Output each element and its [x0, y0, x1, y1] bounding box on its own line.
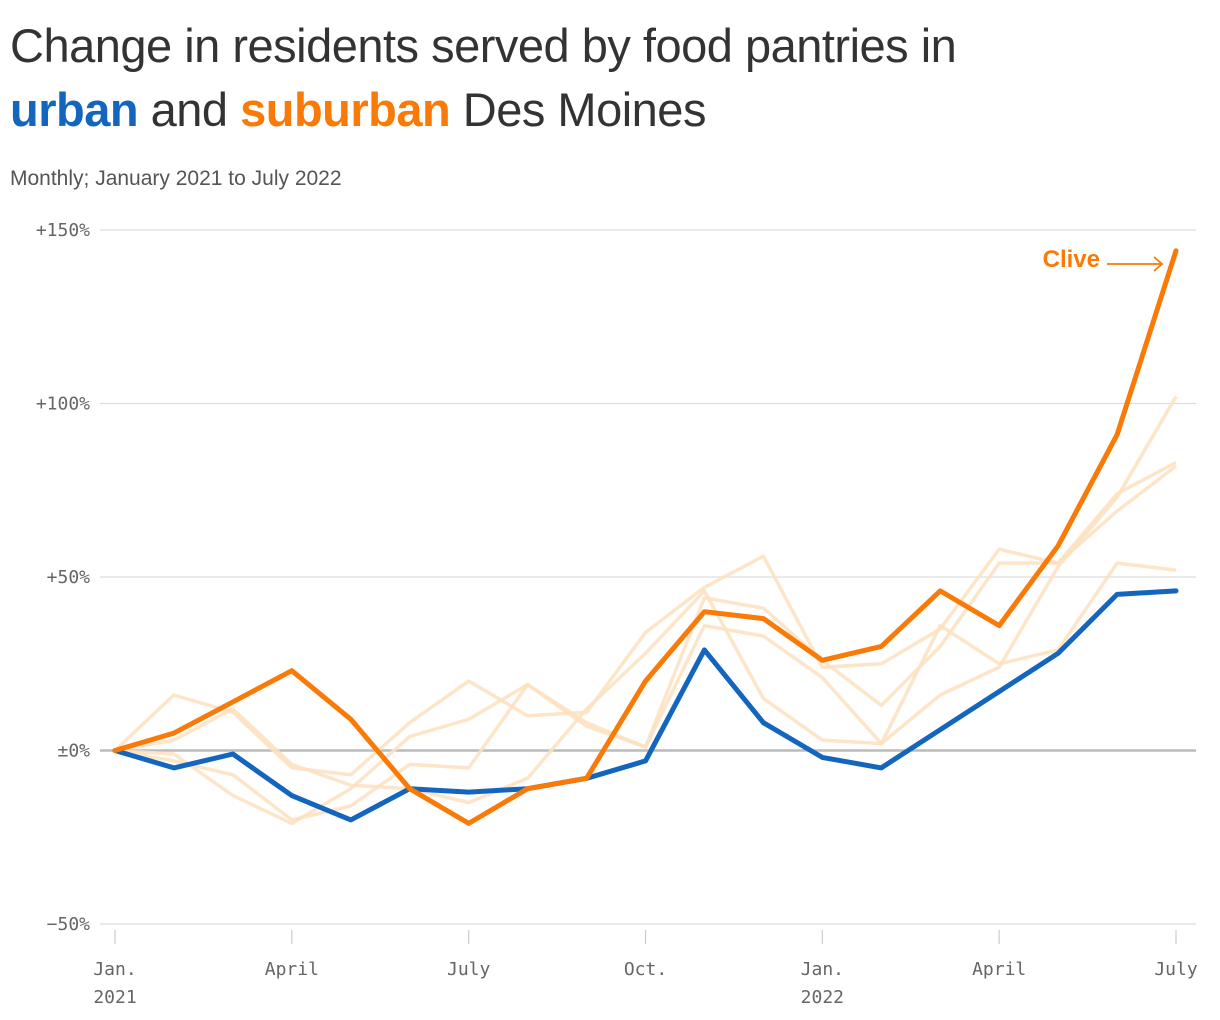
- title-text-and: and: [150, 83, 228, 136]
- title-text-end: Des Moines: [462, 83, 707, 136]
- x-tick-label: July: [447, 959, 491, 980]
- title-suburban-keyword: suburban: [240, 83, 451, 136]
- y-tick-label: ±0%: [57, 741, 90, 762]
- y-tick-label: +150%: [36, 220, 90, 241]
- chart-title: Change in residents served by food pantr…: [10, 14, 1210, 142]
- annotation-arrow-head-icon: [1153, 256, 1164, 272]
- suburban-background-line: [113, 460, 1177, 777]
- x-tick-label: Jan.: [93, 959, 136, 980]
- x-tick-label: Oct.: [624, 959, 667, 980]
- title-urban-keyword: urban: [10, 83, 139, 136]
- urban-series-line: [112, 588, 1179, 823]
- series-annotation-label: Clive: [1043, 246, 1100, 273]
- y-tick-label: +100%: [36, 394, 90, 415]
- suburban-background-line: [114, 395, 1178, 805]
- x-tick-label: Jan.: [801, 959, 844, 980]
- suburban-background-line: [114, 464, 1178, 822]
- x-tick-label: April: [265, 959, 319, 980]
- y-tick-label: +50%: [47, 567, 91, 588]
- y-tick-label: −50%: [47, 914, 91, 935]
- chart-subtitle: Monthly; January 2021 to July 2022: [10, 167, 342, 190]
- x-tick-year-label: 2021: [93, 987, 136, 1008]
- x-tick-label: July: [1154, 959, 1198, 980]
- x-tick-label: April: [972, 959, 1026, 980]
- x-tick-year-label: 2022: [801, 987, 844, 1008]
- suburban-series-line: [112, 248, 1179, 826]
- title-text-part1: Change in residents served by food pantr…: [10, 19, 957, 72]
